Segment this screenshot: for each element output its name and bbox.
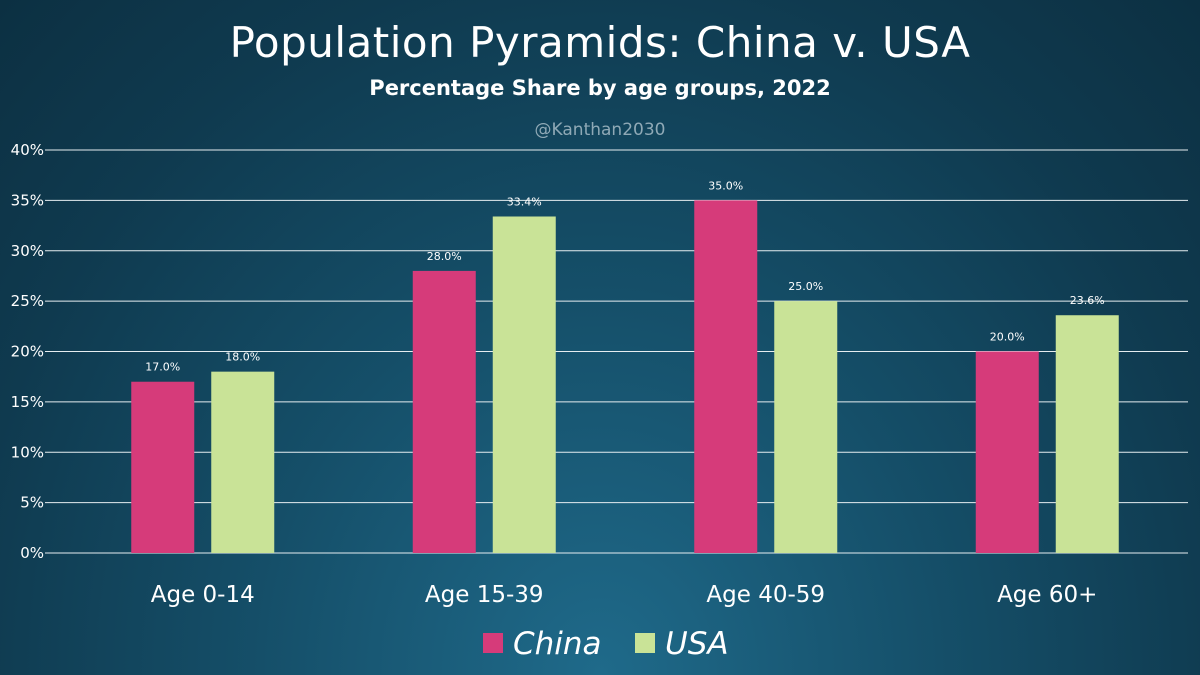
y-axis-ticks: 0% 5% 10% 15% 20% 25% 30% 35% 40%	[11, 141, 44, 562]
data-label: 33.4%	[507, 195, 542, 208]
bar-usa-1	[492, 216, 556, 553]
y-tick-label: 20%	[11, 343, 44, 361]
legend: China USA	[483, 626, 729, 662]
y-tick-label: 35%	[11, 191, 44, 209]
bar-china-0	[131, 381, 195, 553]
watermark: @Kanthan2030	[534, 120, 666, 140]
data-label: 23.6%	[1070, 294, 1105, 307]
legend-label-china: China	[513, 626, 602, 662]
category-label: Age 60+	[997, 582, 1097, 608]
y-tick-label: 25%	[11, 292, 44, 310]
data-label: 35.0%	[708, 179, 743, 192]
category-label: Age 15-39	[425, 582, 544, 608]
data-label: 28.0%	[427, 250, 462, 263]
data-label: 18.0%	[225, 351, 260, 364]
bar-china-1	[412, 270, 476, 553]
bars	[131, 200, 1119, 553]
y-tick-label: 0%	[20, 544, 44, 562]
bar-china-2	[694, 200, 758, 553]
category-label: Age 0-14	[151, 582, 255, 608]
data-label: 20.0%	[990, 331, 1025, 344]
data-label: 17.0%	[145, 361, 180, 374]
category-label: Age 40-59	[706, 582, 825, 608]
legend-label-usa: USA	[665, 626, 729, 662]
y-tick-label: 10%	[11, 443, 44, 461]
y-tick-label: 5%	[20, 494, 44, 512]
legend-swatch-usa	[635, 633, 655, 653]
data-labels: 17.0% 18.0% 28.0% 33.4% 35.0% 25.0% 20.0% 23.6%	[145, 179, 1104, 373]
data-label: 25.0%	[788, 280, 823, 293]
y-tick-label: 40%	[11, 141, 44, 159]
bar-usa-2	[774, 301, 838, 553]
x-axis-categories: Age 0-14 Age 15-39 Age 40-59 Age 60+	[151, 582, 1098, 608]
chart-title: Population Pyramids: China v. USA	[229, 18, 971, 67]
bar-china-3	[975, 351, 1039, 553]
bar-usa-3	[1055, 315, 1119, 553]
y-tick-label: 30%	[11, 242, 44, 260]
y-tick-label: 15%	[11, 393, 44, 411]
bar-usa-0	[211, 371, 275, 553]
legend-swatch-china	[483, 633, 503, 653]
chart-subtitle: Percentage Share by age groups, 2022	[369, 76, 831, 100]
